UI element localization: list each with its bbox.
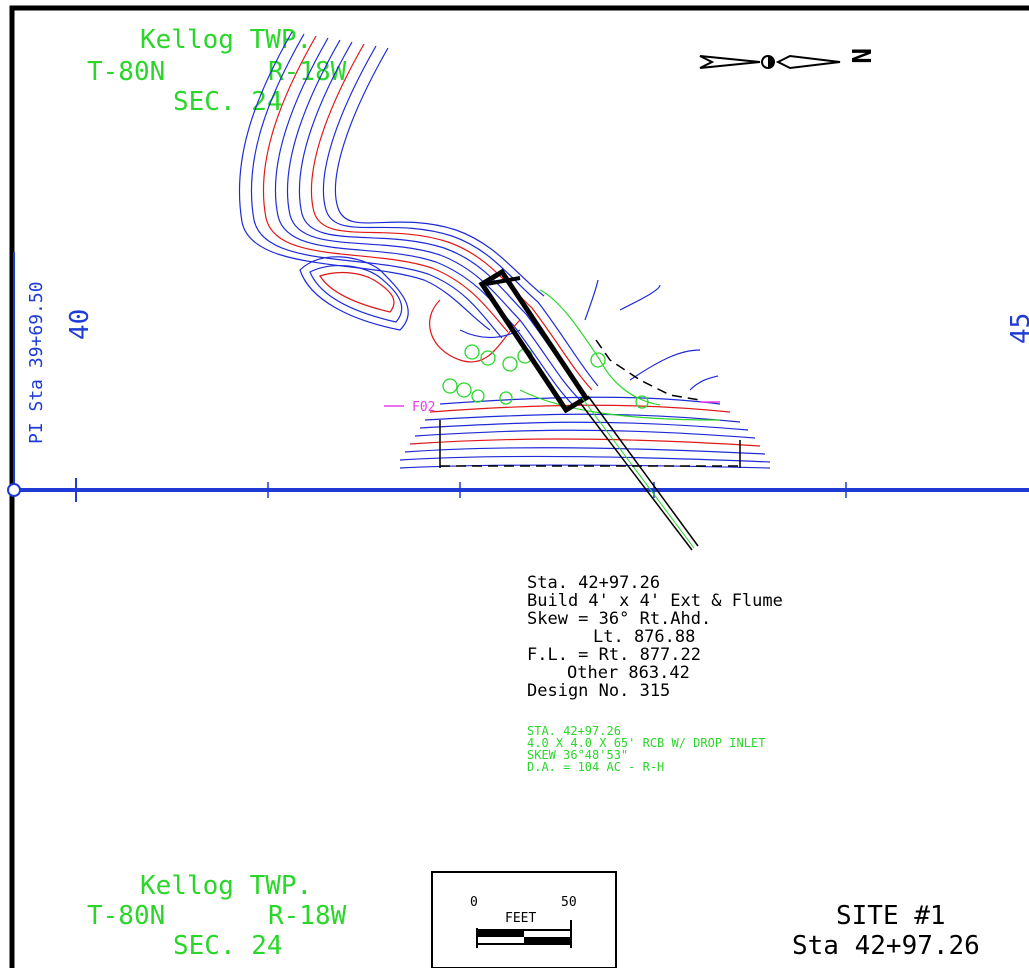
note-other: Other 863.42 xyxy=(567,663,690,683)
north-letter: N xyxy=(845,48,875,64)
survey-marker: F02 xyxy=(384,400,720,415)
township-label-bottom: Kellog TWP. T-80N R-18W SEC. 24 xyxy=(87,871,347,961)
site-title: SITE #1 Sta 42+97.26 xyxy=(792,901,980,961)
green-note-skew: SKEW 36°48'53" xyxy=(527,748,628,762)
township-range: T-80N xyxy=(87,57,165,87)
township-range-west: R-18W xyxy=(268,57,347,87)
tree-symbols xyxy=(442,344,649,409)
note-flowline: F.L. = Rt. 877.22 xyxy=(527,645,701,665)
right-of-way-line xyxy=(439,339,741,468)
township-name: Kellog TWP. xyxy=(140,25,312,55)
township-section: SEC. 24 xyxy=(173,931,283,961)
green-note-drainage: D.A. = 104 AC - R-H xyxy=(527,760,664,774)
township-range-west: R-18W xyxy=(268,901,347,931)
note-design: Design No. 315 xyxy=(527,681,670,701)
township-label-top: Kellog TWP. T-80N R-18W SEC. 24 xyxy=(87,25,347,117)
sheet-border xyxy=(9,5,1029,968)
township-section: SEC. 24 xyxy=(173,87,283,117)
scale-unit: FEET xyxy=(505,911,536,926)
scale-max: 50 xyxy=(561,895,577,910)
scale-min: 0 xyxy=(470,895,478,910)
note-station: Sta. 42+97.26 xyxy=(527,573,660,593)
station-marker-40: 40 xyxy=(65,309,95,340)
station-marker-45: 45 xyxy=(1006,313,1029,344)
note-left: Lt. 876.88 xyxy=(593,627,695,647)
pi-station-label: PI Sta 39+69.50 xyxy=(26,281,47,444)
marker-label: F02 xyxy=(412,400,435,415)
note-build: Build 4' x 4' Ext & Flume xyxy=(527,591,783,611)
north-arrow-icon: N xyxy=(699,48,875,70)
township-name: Kellog TWP. xyxy=(140,871,312,901)
culvert-structure xyxy=(478,268,699,551)
station-note: Sta. 42+97.26 Build 4' x 4' Ext & Flume … xyxy=(527,573,783,701)
township-range: T-80N xyxy=(87,901,165,931)
green-note-station: STA. 42+97.26 xyxy=(527,724,621,738)
site-station: Sta 42+97.26 xyxy=(792,931,980,961)
centerline xyxy=(7,478,1029,502)
contour-lines xyxy=(238,31,771,469)
site-number: SITE #1 xyxy=(836,901,946,931)
scale-bar: 0 50 FEET xyxy=(431,871,617,968)
green-note: STA. 42+97.26 4.0 X 4.0 X 65' RCB W/ DRO… xyxy=(527,724,765,774)
note-skew: Skew = 36° Rt.Ahd. xyxy=(527,609,711,629)
green-note-culvert: 4.0 X 4.0 X 65' RCB W/ DROP INLET xyxy=(527,736,765,750)
